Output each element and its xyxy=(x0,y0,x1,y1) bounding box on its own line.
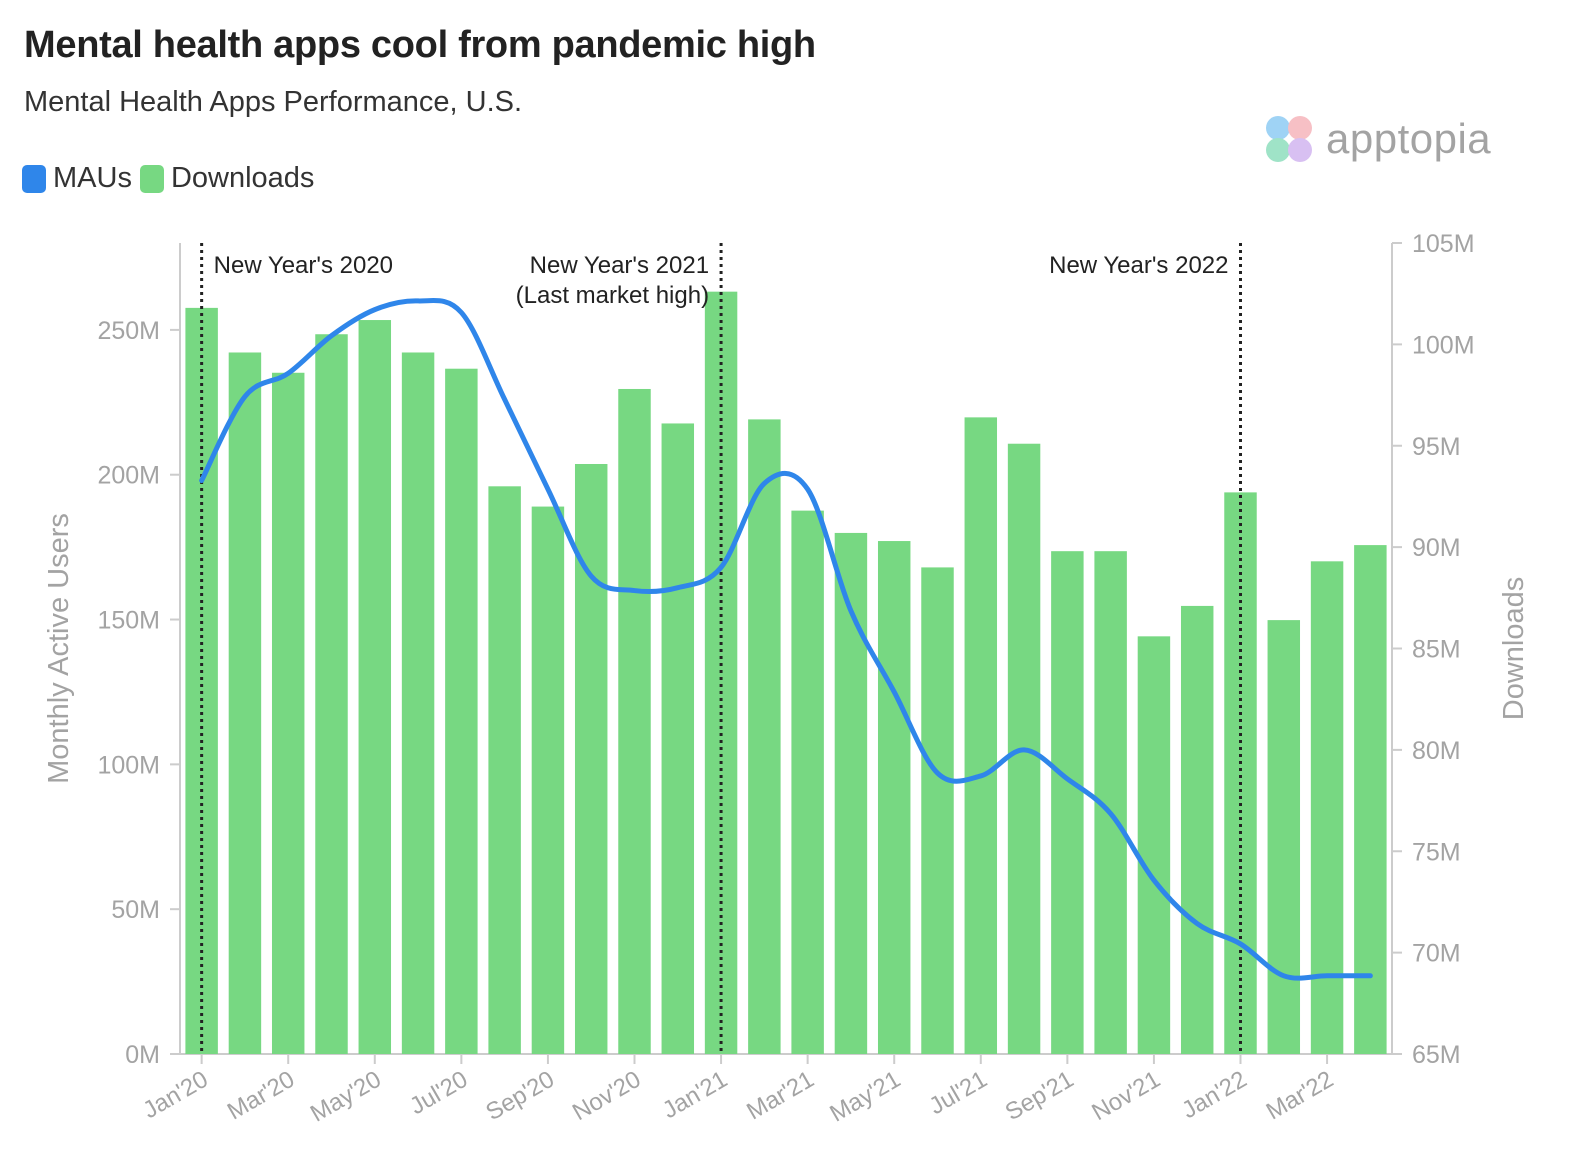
downloads-bar[interactable] xyxy=(445,368,478,1055)
annotation-label: New Year's 2022 xyxy=(1049,252,1228,279)
right-tick-label: 95M xyxy=(1412,433,1461,461)
downloads-bar[interactable] xyxy=(1224,492,1257,1054)
left-tick-label: 250M xyxy=(97,317,160,345)
x-tick-label: Nov'20 xyxy=(568,1066,646,1126)
left-tick-label: 150M xyxy=(97,607,160,635)
right-tick-label: 65M xyxy=(1412,1041,1461,1069)
downloads-bar[interactable] xyxy=(1180,605,1214,1054)
downloads-bar[interactable] xyxy=(574,463,608,1054)
downloads-bar[interactable] xyxy=(791,510,824,1054)
chart-title: Mental health apps cool from pandemic hi… xyxy=(24,24,816,66)
legend-item-maus[interactable]: MAUs xyxy=(22,162,132,195)
right-tick-label: 85M xyxy=(1412,636,1461,664)
downloads-bar[interactable] xyxy=(964,417,998,1054)
downloads-bar[interactable] xyxy=(531,506,565,1054)
left-tick-label: 50M xyxy=(111,896,160,924)
x-tick-label: Sep'20 xyxy=(481,1066,559,1126)
right-tick-label: 75M xyxy=(1412,838,1461,866)
downloads-bar[interactable] xyxy=(921,567,954,1054)
annotation-label: (Last market high) xyxy=(516,282,709,309)
annotation-label: New Year's 2020 xyxy=(214,252,393,279)
x-tick-label: Jan'22 xyxy=(1177,1066,1251,1124)
downloads-bar[interactable] xyxy=(401,352,435,1054)
legend-item-downloads[interactable]: Downloads xyxy=(139,162,315,195)
downloads-bar[interactable] xyxy=(834,532,868,1054)
downloads-bar[interactable] xyxy=(661,423,695,1054)
right-tick-label: 100M xyxy=(1412,331,1475,359)
logo-petal xyxy=(1288,138,1312,162)
x-tick-label: May'20 xyxy=(306,1066,386,1128)
x-tick-label: Jul'20 xyxy=(405,1066,472,1120)
downloads-bar[interactable] xyxy=(1137,636,1171,1054)
downloads-bar[interactable] xyxy=(358,320,392,1054)
x-tick-label: Jan'21 xyxy=(658,1066,732,1124)
y-right-axis-title: Downloads xyxy=(1498,577,1530,720)
chart-subtitle: Mental Health Apps Performance, U.S. xyxy=(24,86,523,118)
left-tick-label: 200M xyxy=(97,462,160,490)
x-tick-label: Mar'22 xyxy=(1262,1066,1338,1126)
x-tick-label: Jan'20 xyxy=(139,1066,213,1124)
right-tick-label: 70M xyxy=(1412,940,1461,968)
downloads-bar[interactable] xyxy=(315,334,348,1054)
logo-petal xyxy=(1288,116,1312,140)
x-tick-label: Nov'21 xyxy=(1087,1066,1165,1126)
x-tick-label: May'21 xyxy=(825,1066,905,1128)
legend-label-maus: MAUs xyxy=(53,162,132,194)
right-tick-label: 80M xyxy=(1412,737,1461,765)
downloads-bar[interactable] xyxy=(1051,551,1084,1054)
x-tick-label: Jul'21 xyxy=(925,1066,992,1120)
apptopia-flower-icon xyxy=(1266,116,1312,162)
downloads-bar[interactable] xyxy=(748,419,781,1055)
downloads-bar[interactable] xyxy=(618,388,651,1055)
right-tick-label: 90M xyxy=(1412,534,1461,562)
annotation-label: New Year's 2021 xyxy=(530,252,709,279)
brand-logo: apptopia xyxy=(1262,112,1491,166)
x-tick-label: Sep'21 xyxy=(1001,1066,1079,1126)
logo-petal xyxy=(1266,116,1290,140)
legend-swatch-downloads xyxy=(139,164,164,193)
brand-name: apptopia xyxy=(1326,115,1492,162)
legend-label-downloads: Downloads xyxy=(170,162,315,194)
left-tick-label: 100M xyxy=(97,751,160,779)
left-tick-label: 0M xyxy=(125,1041,160,1069)
right-tick-label: 105M xyxy=(1412,230,1475,258)
legend: MAUs Downloads xyxy=(22,162,316,195)
downloads-bar[interactable] xyxy=(228,352,262,1054)
downloads-bar[interactable] xyxy=(1310,561,1344,1054)
downloads-bar[interactable] xyxy=(877,541,911,1054)
logo-petal xyxy=(1266,138,1290,162)
downloads-bar[interactable] xyxy=(271,372,305,1054)
downloads-bar[interactable] xyxy=(488,486,521,1054)
legend-swatch-maus xyxy=(22,164,46,193)
y-left-axis-title: Monthly Active Users xyxy=(43,513,75,784)
downloads-bar[interactable] xyxy=(1354,545,1387,1054)
x-tick-label: Mar'20 xyxy=(223,1066,299,1126)
x-tick-label: Mar'21 xyxy=(742,1066,818,1126)
maus-line[interactable] xyxy=(199,297,1373,981)
downloads-bar[interactable] xyxy=(1267,620,1301,1054)
